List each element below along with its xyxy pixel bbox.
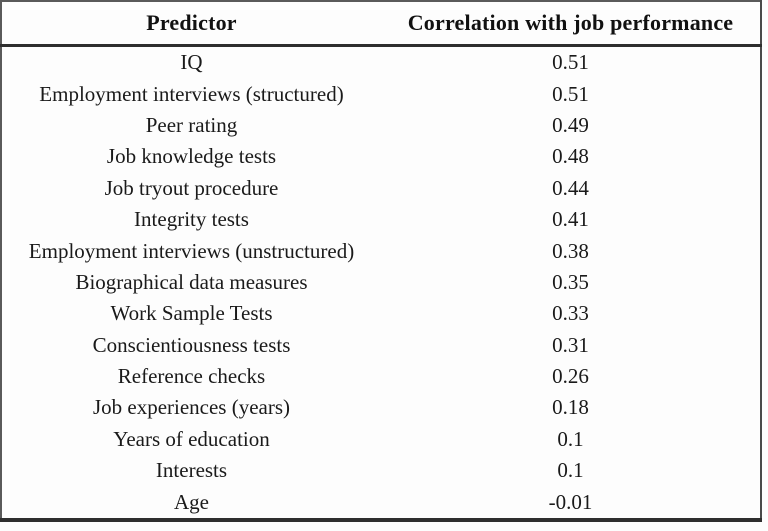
- correlation-cell: 0.31: [552, 332, 589, 357]
- predictor-cell: Job knowledge tests: [106, 144, 277, 169]
- table-row: Interests 0.1: [1, 455, 761, 486]
- predictor-cell: Biographical data measures: [75, 269, 308, 294]
- correlation-cell: 0.51: [552, 81, 589, 106]
- table-row: Integrity tests 0.41: [1, 204, 761, 235]
- predictor-cell: Years of education: [113, 426, 270, 451]
- correlation-cell: 0.41: [552, 207, 589, 232]
- predictor-cell: Interests: [155, 458, 228, 483]
- table-row: Job tryout procedure 0.44: [1, 173, 761, 204]
- predictor-cell: Work Sample Tests: [110, 301, 273, 326]
- header-row: Predictor Correlation with job performan…: [1, 1, 761, 47]
- table-row: Job knowledge tests 0.48: [1, 141, 761, 172]
- column-header-correlation: Correlation with job performance: [381, 1, 761, 47]
- table-row: Employment interviews (unstructured) 0.38: [1, 235, 761, 266]
- table-row: Reference checks 0.26: [1, 361, 761, 392]
- table-row: Years of education 0.1: [1, 424, 761, 455]
- correlation-cell: -0.01: [548, 489, 593, 514]
- predictor-cell: Integrity tests: [134, 207, 249, 232]
- predictor-cell: Job experiences (years): [92, 395, 291, 420]
- correlation-cell: 0.51: [552, 50, 589, 75]
- predictor-cell: Peer rating: [145, 112, 238, 137]
- predictor-cell: Employment interviews (unstructured): [28, 238, 355, 263]
- correlation-cell: 0.18: [552, 395, 589, 420]
- correlation-cell: 0.48: [552, 144, 589, 169]
- predictor-cell: Conscientiousness tests: [92, 332, 291, 357]
- table-row: Conscientiousness tests 0.31: [1, 330, 761, 361]
- predictor-cell: Reference checks: [117, 364, 266, 389]
- correlation-cell: 0.33: [552, 301, 589, 326]
- correlation-cell: 0.49: [552, 112, 589, 137]
- correlation-cell: 0.1: [557, 458, 584, 483]
- predictor-cell: Job tryout procedure: [104, 175, 279, 200]
- table-row: Work Sample Tests 0.33: [1, 298, 761, 329]
- column-header-predictor: Predictor: [1, 1, 381, 47]
- table-header: Predictor Correlation with job performan…: [1, 1, 761, 47]
- table-row: Age -0.01: [1, 486, 761, 519]
- predictor-cell: Employment interviews (structured): [39, 81, 344, 106]
- table-row: Job experiences (years) 0.18: [1, 392, 761, 423]
- predictor-cell: IQ: [180, 50, 203, 75]
- correlation-cell: 0.26: [552, 364, 589, 389]
- predictor-cell: Age: [174, 489, 209, 514]
- table-row: Employment interviews (structured) 0.51: [1, 78, 761, 109]
- correlation-cell: 0.1: [557, 426, 584, 451]
- table-row: IQ 0.51: [1, 46, 761, 79]
- correlation-cell: 0.35: [552, 269, 589, 294]
- correlation-cell: 0.38: [552, 238, 589, 263]
- table-body: IQ 0.51 Employment interviews (structured)…: [1, 46, 761, 520]
- table-row: Biographical data measures 0.35: [1, 267, 761, 298]
- predictor-correlation-table: Predictor Correlation with job performan…: [0, 0, 762, 522]
- correlation-cell: 0.44: [552, 175, 589, 200]
- table-row: Peer rating 0.49: [1, 110, 761, 141]
